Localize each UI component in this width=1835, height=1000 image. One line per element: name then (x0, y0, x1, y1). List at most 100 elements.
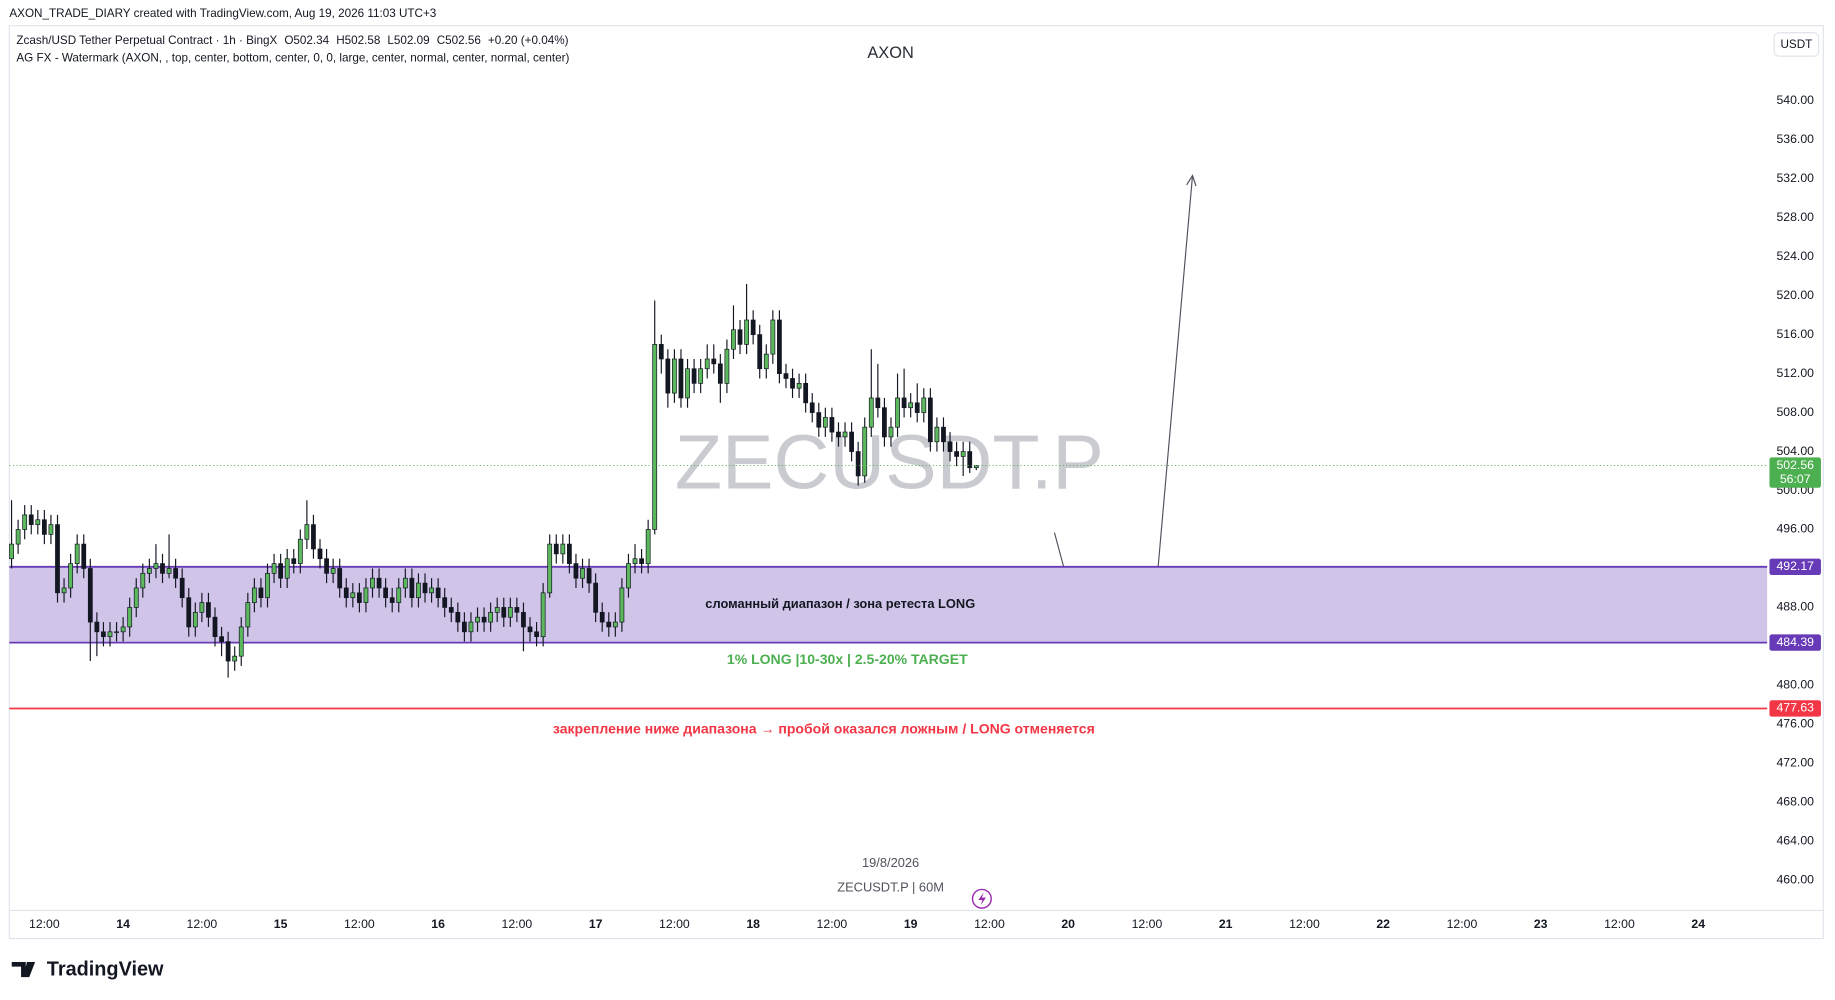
candle-body (954, 451, 959, 457)
candle-body (967, 451, 973, 469)
candle-body (199, 602, 205, 613)
last-price-tag: 502.56 (1776, 458, 1814, 472)
x-tick-label: 16 (431, 917, 445, 931)
candle-body (606, 621, 612, 628)
y-tick-label: 464.00 (1776, 834, 1814, 848)
candle-body (849, 431, 854, 452)
candle-body (232, 655, 238, 662)
candle-body (783, 373, 789, 379)
x-tick-label: 18 (746, 917, 760, 931)
candle-body (704, 358, 710, 370)
last-price-tag-bg (1769, 457, 1821, 488)
axon-watermark: AXON (867, 44, 913, 62)
y-tick-label: 540.00 (1776, 93, 1814, 107)
x-tick-label: 12:00 (187, 917, 218, 931)
candle-body (507, 607, 513, 618)
ohlc-low: L502.09 (387, 34, 429, 47)
candle-body (422, 582, 428, 594)
ohlc-close: C502.56 (437, 34, 481, 47)
candle-body (429, 587, 434, 594)
candle-body (941, 426, 946, 443)
pane-border (8, 25, 1824, 940)
candle-body (711, 358, 717, 365)
candle-body (41, 519, 47, 535)
candle-body (363, 587, 369, 603)
candle-body (468, 621, 474, 633)
candle-body (672, 358, 677, 394)
y-tick-label: 520.00 (1776, 288, 1814, 302)
x-tick-label: 22 (1376, 917, 1390, 931)
candle-body (28, 514, 34, 525)
candle-body (173, 568, 179, 579)
candle-body (744, 319, 749, 345)
candle-body (796, 382, 802, 389)
candle-body (251, 587, 257, 603)
candle-body (731, 329, 736, 350)
x-tick-label: 17 (589, 917, 603, 931)
candle-body (271, 563, 277, 574)
candle-body (402, 577, 408, 589)
candle-body (409, 577, 415, 599)
candle-body (822, 417, 828, 428)
candle-body (35, 519, 41, 525)
candle-body (527, 626, 533, 633)
x-tick-label: 20 (1061, 917, 1075, 931)
candle-body (540, 592, 546, 638)
candle-body (114, 631, 119, 634)
candle-body (809, 402, 815, 413)
x-tick-label: 12:00 (29, 917, 60, 931)
candle-body (48, 524, 54, 535)
candle-body (488, 611, 494, 623)
ohlc-change: +0.20 (+0.04%) (488, 34, 569, 47)
currency-button[interactable] (1773, 32, 1820, 57)
candle-body (481, 616, 487, 623)
candle-body (914, 402, 920, 413)
candle-body (862, 426, 868, 477)
candle-body (757, 334, 763, 370)
candle-body (632, 558, 638, 564)
candle-body (238, 626, 244, 657)
x-tick-label: 12:00 (817, 917, 848, 931)
footer-date: 19/8/2026 (862, 855, 919, 870)
candle-body (74, 543, 80, 564)
candle-body (665, 358, 671, 394)
candle-body (15, 529, 21, 545)
candle-body (265, 572, 270, 599)
y-tick-label: 512.00 (1776, 366, 1814, 380)
candle-body (855, 451, 861, 477)
x-tick-label: 14 (116, 917, 130, 931)
candle-body (55, 524, 60, 594)
y-tick-label: 516.00 (1776, 327, 1814, 341)
candle-body (376, 577, 382, 589)
candle-body (836, 431, 841, 438)
currency-label[interactable]: USDT (1780, 38, 1812, 51)
candle-body (573, 563, 579, 579)
candle-body (324, 558, 329, 574)
candle-body (462, 621, 467, 633)
y-tick-label: 496.00 (1776, 522, 1814, 536)
candle-body (658, 344, 664, 360)
candle-body (921, 397, 927, 413)
candle-body (160, 563, 165, 574)
x-tick-label: 12:00 (1132, 917, 1163, 931)
y-tick-label: 528.00 (1776, 210, 1814, 224)
candle-body (146, 568, 152, 574)
candle-body (416, 582, 421, 599)
candle-body (350, 592, 356, 599)
candle-body (258, 587, 264, 599)
candle-body (678, 358, 684, 399)
candle-body (140, 572, 146, 589)
x-tick-label: 12:00 (502, 917, 533, 931)
candle-body (612, 621, 618, 628)
candle-body (304, 524, 310, 540)
candle-body (875, 397, 881, 409)
candle-body (691, 368, 697, 384)
candle-body (68, 563, 74, 589)
candle-body (652, 344, 658, 530)
candle-body (534, 631, 539, 638)
candle-body (278, 563, 284, 579)
candle-body (166, 568, 172, 574)
x-tick-label: 15 (274, 917, 288, 931)
y-tick-label: 476.00 (1776, 717, 1814, 731)
candle-body (501, 607, 507, 618)
